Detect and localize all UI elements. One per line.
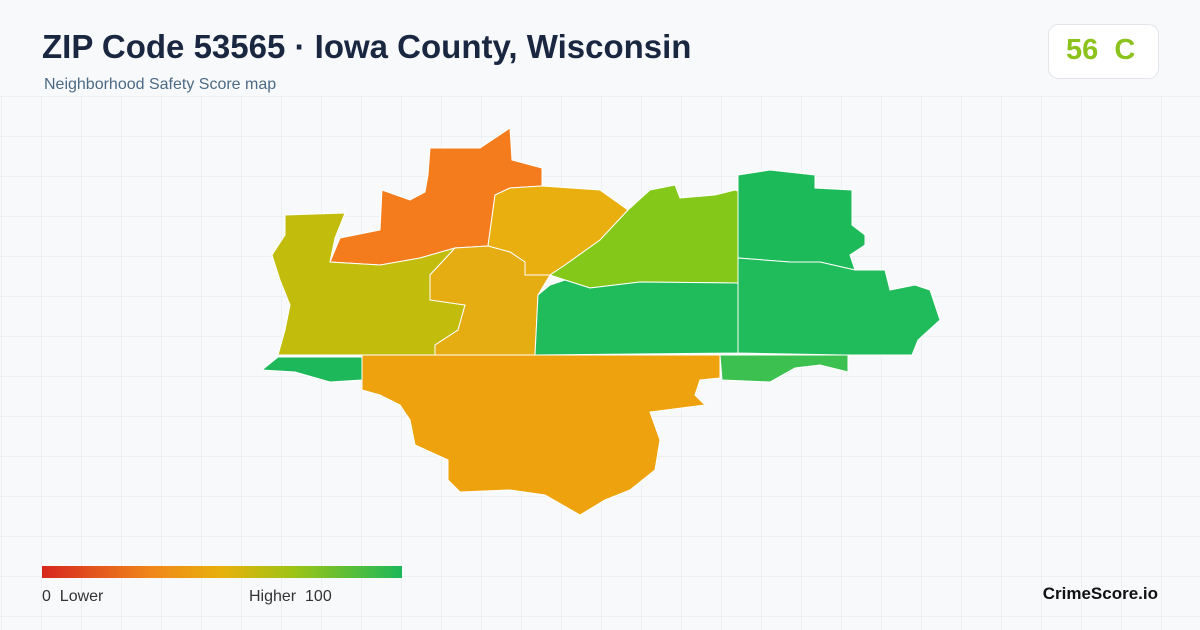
- legend-bar: [42, 566, 402, 578]
- score-grade: C: [1114, 34, 1136, 66]
- legend-low: 0 Lower: [42, 588, 103, 606]
- score-box: [1048, 24, 1159, 79]
- legend-max: 100: [305, 588, 332, 605]
- title: ZIP Code 53565 · Iowa County, Wisconsin: [42, 28, 692, 65]
- region: [361, 354, 721, 516]
- region: [737, 257, 941, 356]
- legend-min: 0: [42, 588, 51, 605]
- region: [719, 354, 849, 383]
- score: 56 C: [1066, 34, 1135, 67]
- region: [534, 279, 739, 356]
- legend-high: Higher 100: [249, 588, 332, 606]
- regions: [260, 127, 941, 516]
- score-value: 56: [1066, 34, 1099, 66]
- legend-min-label: Lower: [59, 588, 104, 605]
- subtitle: Neighborhood Safety Score map: [44, 76, 277, 93]
- legend-max-label: Higher: [249, 588, 297, 605]
- brand: CrimeScore.io: [1042, 584, 1158, 603]
